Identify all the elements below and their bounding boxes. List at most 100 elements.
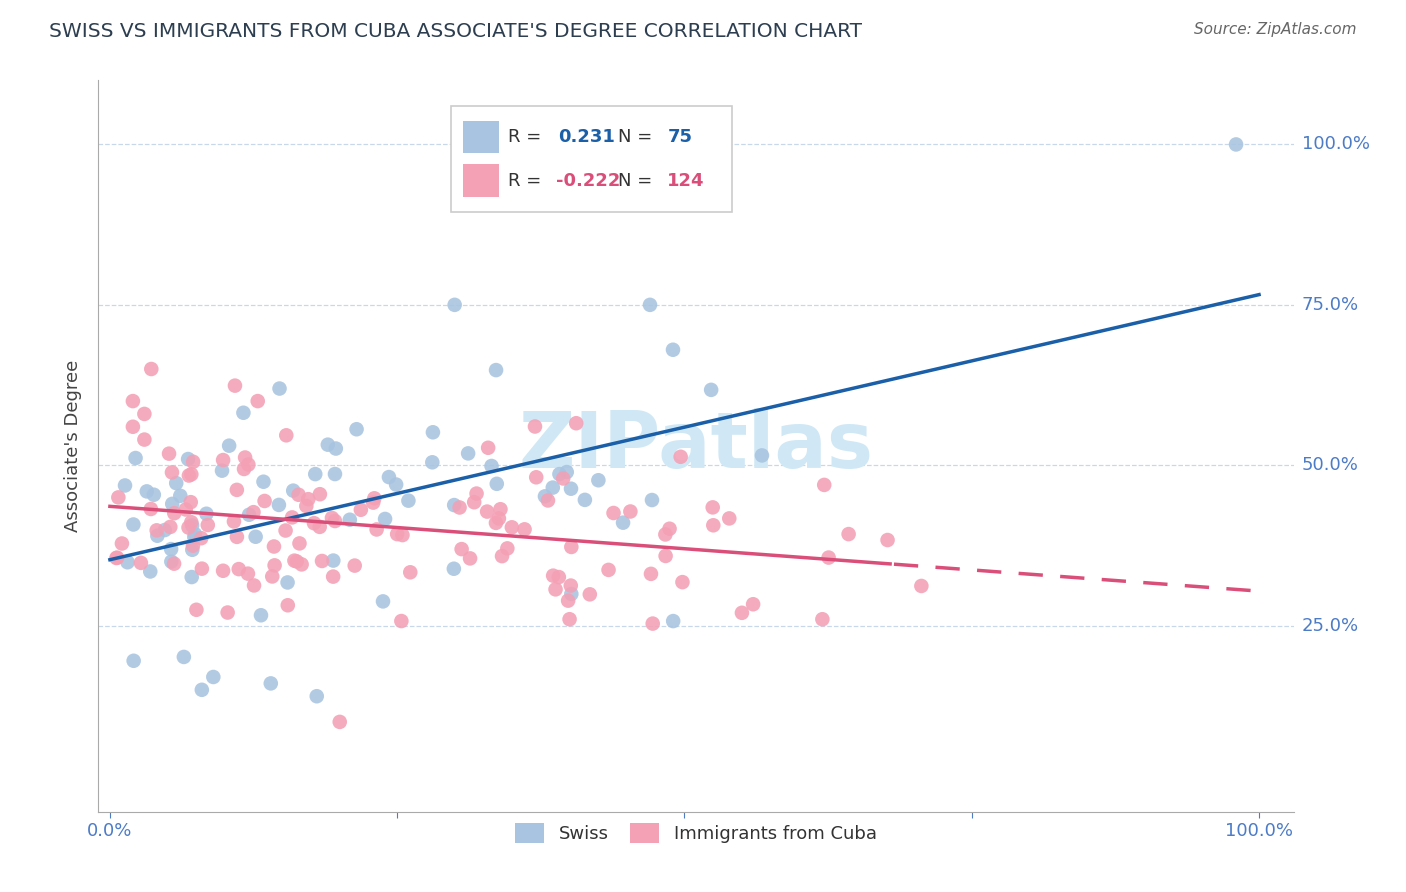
Point	[339, 513, 361, 527]
Point	[305, 690, 328, 704]
Point	[142, 488, 165, 502]
Point	[181, 455, 204, 469]
Point	[111, 536, 134, 550]
Point	[177, 468, 200, 483]
Point	[159, 520, 181, 534]
Point	[281, 510, 304, 524]
Point	[481, 458, 503, 473]
Point	[457, 446, 479, 460]
Point	[501, 520, 523, 534]
Point	[420, 455, 443, 469]
Point	[238, 508, 260, 522]
Point	[391, 528, 413, 542]
Text: SWISS VS IMMIGRANTS FROM CUBA ASSOCIATE'S DEGREE CORRELATION CHART: SWISS VS IMMIGRANTS FROM CUBA ASSOCIATE'…	[49, 22, 862, 41]
Point	[224, 378, 246, 392]
Point	[141, 362, 163, 376]
Point	[669, 450, 692, 464]
Point	[181, 518, 204, 533]
Point	[243, 578, 266, 592]
Text: 0.231: 0.231	[558, 128, 616, 145]
Point	[262, 569, 284, 583]
Point	[485, 476, 508, 491]
Point	[343, 558, 366, 573]
Point	[122, 394, 145, 409]
Point	[876, 533, 898, 547]
Point	[534, 489, 557, 503]
Point	[524, 470, 547, 484]
Point	[718, 511, 741, 525]
Point	[523, 419, 546, 434]
Point	[245, 530, 267, 544]
Point	[180, 515, 202, 529]
Point	[813, 478, 835, 492]
Point	[485, 363, 508, 377]
Y-axis label: Associate's Degree: Associate's Degree	[65, 359, 83, 533]
Point	[252, 475, 274, 489]
Point	[588, 473, 610, 487]
Point	[325, 442, 347, 456]
Point	[124, 450, 146, 465]
Point	[162, 497, 184, 511]
Text: ZIPatlas: ZIPatlas	[519, 408, 873, 484]
Point	[574, 492, 596, 507]
Point	[246, 394, 269, 409]
Point	[555, 465, 578, 479]
Point	[233, 462, 256, 476]
Point	[288, 536, 311, 550]
Point	[817, 550, 839, 565]
Point	[619, 504, 641, 518]
Point	[443, 562, 465, 576]
Point	[107, 491, 129, 505]
Point	[557, 593, 579, 607]
Point	[458, 551, 481, 566]
Point	[662, 614, 685, 628]
Point	[283, 483, 305, 498]
Point	[180, 495, 202, 509]
Point	[385, 477, 408, 491]
Point	[190, 531, 212, 545]
Point	[267, 498, 290, 512]
Point	[548, 467, 571, 481]
Point	[323, 514, 346, 528]
Point	[202, 670, 225, 684]
Text: 75.0%: 75.0%	[1302, 296, 1360, 314]
Point	[323, 467, 346, 481]
Point	[602, 506, 624, 520]
Point	[329, 714, 352, 729]
Point	[541, 568, 564, 582]
Point	[122, 517, 145, 532]
Point	[465, 486, 488, 500]
Point	[371, 594, 394, 608]
Point	[565, 416, 588, 430]
Point	[560, 482, 582, 496]
Point	[186, 603, 208, 617]
Point	[537, 493, 560, 508]
Point	[702, 518, 724, 533]
Point	[671, 575, 693, 590]
Point	[662, 343, 685, 357]
Point	[309, 487, 332, 501]
Point	[197, 518, 219, 533]
Point	[183, 530, 205, 544]
Point	[295, 499, 318, 513]
Point	[287, 488, 309, 502]
Point	[658, 522, 681, 536]
Point	[285, 554, 308, 568]
Point	[277, 575, 299, 590]
Point	[232, 406, 254, 420]
Point	[640, 566, 662, 581]
Point	[374, 512, 396, 526]
Point	[291, 558, 314, 572]
Point	[558, 612, 581, 626]
Text: 124: 124	[668, 172, 704, 190]
Point	[553, 471, 575, 485]
Point	[378, 470, 401, 484]
Point	[496, 541, 519, 556]
Point	[139, 502, 162, 516]
Point	[250, 608, 273, 623]
Point	[1225, 137, 1247, 152]
Point	[233, 450, 256, 465]
Point	[180, 467, 202, 482]
Point	[105, 551, 128, 566]
Point	[578, 587, 600, 601]
